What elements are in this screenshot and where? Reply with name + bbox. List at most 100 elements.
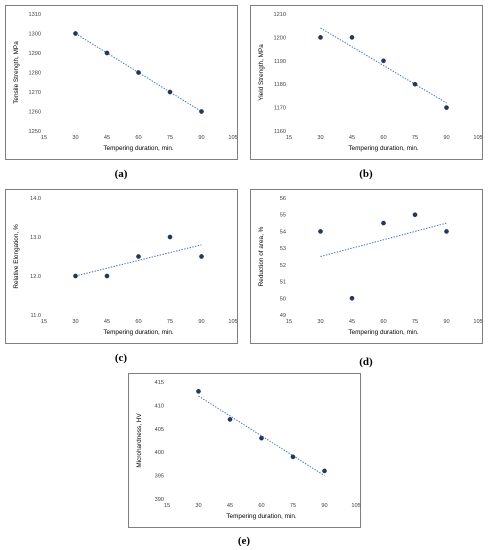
x-tick-label: 45: [227, 503, 233, 509]
data-point: [349, 295, 355, 301]
x-tick-label: 90: [198, 319, 204, 325]
x-tick-label: 45: [349, 319, 355, 325]
chart-panel-d: 15 30 45 60 75 90 105 49 50 51 52 53 54 55 56 Tempering…: [250, 189, 483, 344]
y-tick-label: 53: [280, 246, 286, 252]
x-tick-label: 60: [258, 503, 264, 509]
x-tick-label: 90: [321, 503, 327, 509]
data-point: [73, 273, 78, 279]
data-point: [381, 220, 386, 226]
x-tick-label: 105: [228, 135, 237, 141]
x-tick-label: 105: [228, 319, 237, 325]
chart-a-svg: 15 30 45 60 75 90 105 1250 1260 1270 1280 1290 1300 1…: [13, 12, 238, 152]
y-tick-label: 415: [155, 380, 164, 386]
chart-panel-a: 15 30 45 60 75 90 105 1250 1260 1270 1280 1290 1300 1…: [5, 5, 238, 160]
x-tick-label: 90: [198, 135, 204, 141]
x-tick-label: 105: [473, 135, 482, 141]
chart-b-svg: 15 30 45 60 75 90 105 1160 1170 1180 1190 1200 1210 T…: [258, 12, 483, 152]
x-tick-label: 75: [412, 319, 418, 325]
data-point: [318, 35, 323, 40]
chart-c-caption: (c): [114, 352, 128, 364]
x-tick-label: 15: [41, 135, 47, 141]
y-axis-label: Relative Elongation, %: [13, 224, 20, 289]
x-axis-label: Tempering duration, min.: [348, 329, 419, 336]
y-tick-label: 1180: [274, 82, 286, 88]
y-tick-label: 1290: [29, 51, 41, 57]
x-tick-label: 60: [135, 135, 141, 141]
chart-panel-c: 15 30 45 60 75 90 105 11.0 12.0 13.0 14.0 Tempering…: [5, 189, 238, 344]
y-axis-label: Yield Strength, MPa: [258, 44, 265, 101]
data-point: [290, 454, 296, 460]
y-tick-label: 1310: [29, 12, 41, 18]
chart-d-svg: 15 30 45 60 75 90 105 49 50 51 52 53 54 55 56 Tempering…: [258, 196, 483, 336]
x-tick-label: 30: [72, 135, 78, 141]
y-tick-label: 1200: [274, 35, 286, 41]
data-point: [167, 89, 173, 95]
data-point: [73, 31, 78, 36]
y-tick-label: 11.0: [31, 313, 41, 319]
x-tick-label: 90: [443, 135, 449, 141]
x-tick-label: 45: [104, 319, 110, 325]
x-tick-label: 15: [164, 503, 170, 509]
x-tick-label: 75: [167, 319, 173, 325]
y-tick-label: 1260: [29, 110, 41, 116]
chart-b-caption: (b): [359, 168, 373, 180]
x-axis-label: Tempering duration, min.: [348, 145, 419, 152]
chart-d-caption: (d): [359, 356, 373, 368]
x-tick-label: 75: [412, 135, 418, 141]
y-tick-label: 12.0: [30, 274, 41, 280]
x-tick-label: 60: [380, 135, 386, 141]
y-tick-label: 54: [280, 229, 286, 235]
data-point: [104, 50, 110, 56]
x-tick-label: 105: [473, 319, 482, 325]
data-point: [199, 109, 204, 114]
y-tick-label: 1160: [274, 129, 286, 135]
x-tick-label: 30: [317, 135, 323, 141]
data-point: [196, 389, 201, 394]
x-tick-label: 105: [351, 503, 360, 509]
x-tick-label: 75: [290, 503, 296, 509]
x-tick-label: 15: [286, 319, 292, 325]
y-tick-label: 1300: [29, 32, 41, 38]
chart-c-svg: 15 30 45 60 75 90 105 11.0 12.0 13.0 14.0 Tempering…: [13, 196, 238, 336]
data-point: [381, 58, 386, 64]
y-tick-label: 50: [280, 296, 286, 302]
y-tick-label: 13.0: [30, 235, 41, 241]
y-tick-label: 55: [280, 213, 286, 219]
y-tick-label: 390: [155, 497, 164, 503]
data-point: [167, 234, 173, 240]
x-tick-label: 15: [41, 319, 47, 325]
data-point: [322, 468, 327, 474]
chart-e-caption: (e): [237, 535, 251, 547]
y-tick-label: 52: [280, 263, 286, 269]
y-axis-label: Reduction of area, %: [258, 226, 265, 286]
x-axis-label: Tempering duration, min.: [103, 329, 174, 336]
y-axis-label: Tensile Strength, MPa: [13, 41, 20, 104]
data-point: [227, 417, 233, 422]
x-tick-label: 15: [286, 135, 292, 141]
y-tick-label: 405: [155, 427, 164, 433]
y-tick-label: 1270: [29, 90, 41, 96]
data-point: [199, 254, 204, 259]
trendline: [320, 27, 447, 104]
trendline: [75, 244, 202, 277]
data-point: [259, 435, 264, 441]
data-point: [104, 273, 110, 279]
x-axis-label: Tempering duration, min.: [103, 145, 174, 152]
data-point: [318, 229, 323, 234]
data-point: [136, 70, 141, 75]
y-tick-label: 410: [155, 403, 164, 409]
chart-panel-b: 15 30 45 60 75 90 105 1160 1170 1180 1190 1200 1210 T…: [250, 5, 483, 160]
x-tick-label: 90: [443, 319, 449, 325]
data-point: [349, 35, 355, 40]
data-point: [444, 229, 449, 234]
x-tick-label: 30: [195, 503, 201, 509]
chart-a-caption: (a): [114, 168, 128, 180]
data-point: [444, 105, 449, 110]
data-point: [412, 81, 418, 87]
y-tick-label: 56: [280, 196, 286, 202]
x-tick-label: 75: [167, 135, 173, 141]
y-tick-label: 1170: [274, 106, 286, 112]
y-tick-label: 1250: [29, 129, 41, 135]
y-tick-label: 395: [155, 474, 164, 480]
data-point: [412, 212, 418, 218]
